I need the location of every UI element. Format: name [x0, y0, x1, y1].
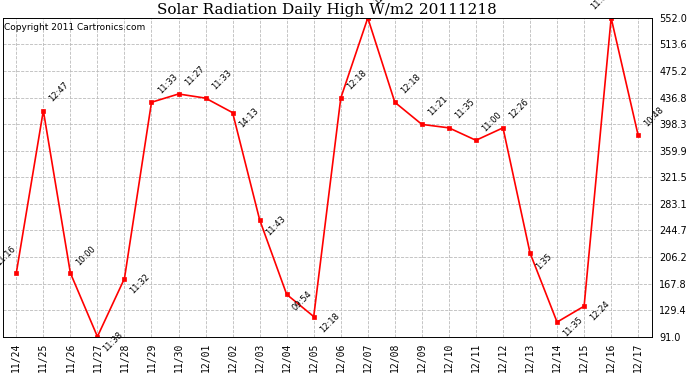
- Text: 11:03: 11:03: [589, 0, 612, 11]
- Text: 11:21: 11:21: [426, 94, 449, 117]
- Text: 09:54: 09:54: [291, 290, 314, 312]
- Text: 12:18: 12:18: [345, 68, 368, 91]
- Text: 12:47: 12:47: [48, 80, 71, 104]
- Text: 11:00: 11:00: [480, 110, 503, 134]
- Text: 12:45: 12:45: [372, 0, 395, 7]
- Text: 11:35: 11:35: [561, 315, 584, 339]
- Text: 11:27: 11:27: [183, 64, 206, 87]
- Text: 11:33: 11:33: [210, 68, 233, 91]
- Title: Solar Radiation Daily High W/m2 20111218: Solar Radiation Daily High W/m2 20111218: [157, 3, 497, 17]
- Text: 10:48: 10:48: [642, 105, 666, 129]
- Text: 12:18: 12:18: [399, 72, 422, 95]
- Text: 11:33: 11:33: [156, 72, 179, 95]
- Text: 1:35: 1:35: [534, 252, 554, 271]
- Text: 14:13: 14:13: [237, 106, 260, 129]
- Text: 12:24: 12:24: [589, 300, 611, 323]
- Text: 12:26: 12:26: [507, 98, 531, 121]
- Text: 11:38: 11:38: [101, 330, 125, 353]
- Text: 11:35: 11:35: [453, 98, 476, 121]
- Text: 11:43: 11:43: [264, 214, 287, 238]
- Text: 10:00: 10:00: [75, 244, 98, 267]
- Text: 11:32: 11:32: [128, 272, 152, 295]
- Text: 12:18: 12:18: [318, 311, 341, 334]
- Text: Copyright 2011 Cartronics.com: Copyright 2011 Cartronics.com: [4, 23, 146, 32]
- Text: 11:16: 11:16: [0, 244, 17, 267]
